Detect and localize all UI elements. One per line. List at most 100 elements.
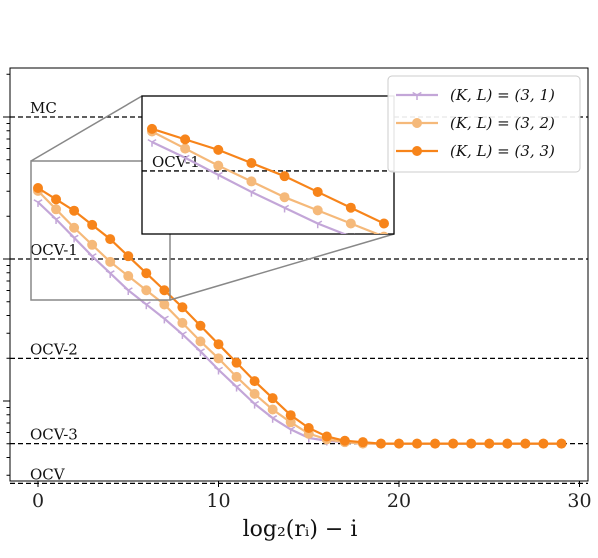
data-point: [312, 205, 323, 216]
data-point: [357, 437, 368, 448]
data-point-arm: [251, 188, 256, 193]
data-point: [177, 317, 188, 328]
data-point-arm: [200, 348, 205, 352]
series: [147, 123, 389, 229]
data-point: [267, 404, 278, 415]
data-point: [141, 268, 152, 279]
data-point: [345, 202, 356, 213]
data-point-arm: [151, 138, 157, 143]
data-point: [345, 218, 356, 229]
data-point-arm: [254, 400, 260, 405]
data-point: [379, 231, 389, 234]
data-point: [231, 371, 242, 382]
data-point: [321, 431, 332, 442]
series-line: [151, 130, 381, 234]
data-point-arm: [246, 188, 252, 193]
reference-line-label: OCV-3: [30, 426, 78, 444]
legend-swatch-marker: [412, 146, 422, 156]
data-point: [213, 353, 224, 364]
data-point: [502, 438, 513, 449]
inset-reference-label: OCV-1: [152, 153, 200, 171]
data-point: [285, 410, 296, 421]
data-point: [123, 251, 134, 262]
data-point-arm: [180, 154, 186, 159]
data-point: [556, 438, 567, 449]
data-point: [520, 438, 531, 449]
data-point: [394, 438, 404, 449]
reference-line-label: MC: [30, 99, 57, 117]
data-point-arm: [416, 91, 422, 96]
data-point-arm: [184, 154, 190, 159]
data-point-arm: [286, 426, 292, 431]
data-point-arm: [213, 366, 219, 371]
data-point-arm: [313, 220, 319, 225]
legend-label: (K, L) = (3, 2): [450, 114, 555, 132]
data-point-arm: [147, 138, 153, 143]
x-tick-label: 10: [206, 490, 230, 512]
data-point-arm: [380, 247, 384, 249]
data-point-arm: [33, 199, 39, 203]
series: [147, 138, 388, 249]
data-point: [180, 134, 191, 145]
data-point: [69, 205, 80, 216]
x-tick-label: 0: [32, 490, 44, 512]
data-point-arm: [87, 253, 93, 257]
data-point: [538, 438, 549, 449]
x-axis-label: log₂(rᵢ) − i: [243, 517, 358, 542]
data-point: [246, 158, 257, 169]
data-point: [412, 438, 423, 449]
data-point-arm: [280, 204, 285, 209]
series-line: [37, 201, 562, 445]
data-point-arm: [159, 315, 165, 320]
data-point-arm: [290, 426, 296, 431]
data-point: [123, 271, 134, 282]
data-point: [267, 393, 278, 404]
data-point-arm: [73, 234, 79, 239]
data-point-arm: [232, 383, 237, 388]
legend-label: (K, L) = (3, 1): [450, 86, 555, 104]
data-point: [246, 176, 257, 187]
data-point-arm: [37, 199, 43, 203]
series-line: [151, 141, 348, 234]
data-point: [33, 183, 43, 193]
data-point: [430, 438, 441, 449]
data-point: [466, 438, 477, 449]
series: [33, 183, 567, 449]
data-point: [231, 357, 242, 368]
data-point: [285, 417, 296, 428]
data-point-arm: [213, 171, 219, 176]
series-line: [151, 127, 385, 225]
data-point-arm: [105, 270, 111, 274]
data-point-arm: [145, 301, 151, 306]
data-point: [213, 144, 224, 155]
data-point: [303, 422, 314, 433]
data-point: [279, 171, 290, 182]
data-point: [375, 438, 386, 449]
data-point-arm: [412, 91, 418, 96]
data-point: [339, 435, 350, 446]
data-point: [279, 192, 290, 203]
reference-line-label: OCV-2: [30, 340, 78, 358]
data-point-arm: [384, 247, 388, 249]
data-point-arm: [123, 287, 129, 291]
data-point: [159, 285, 170, 296]
data-point-arm: [141, 301, 147, 306]
legend-label: (K, L) = (3, 3): [450, 142, 555, 160]
x-tick-label: 30: [567, 490, 591, 512]
data-point-arm: [217, 171, 223, 176]
data-point-arm: [163, 315, 169, 320]
data-point-arm: [195, 348, 201, 352]
data-point: [51, 194, 62, 205]
data-point-arm: [51, 216, 57, 220]
data-point: [141, 285, 152, 296]
data-point: [249, 376, 260, 387]
data-point-arm: [236, 383, 242, 388]
data-point: [105, 234, 116, 245]
data-point: [195, 320, 206, 331]
data-point: [87, 219, 98, 230]
data-point: [105, 256, 116, 267]
data-point-arm: [218, 366, 224, 371]
data-point-arm: [91, 253, 97, 257]
data-point: [159, 299, 170, 310]
